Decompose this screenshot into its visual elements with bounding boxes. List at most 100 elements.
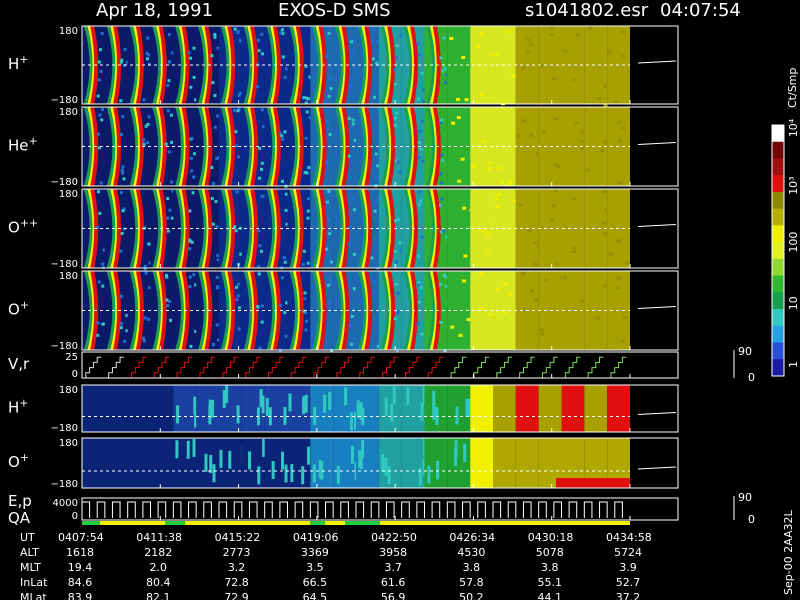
noise-pixel bbox=[122, 207, 126, 211]
noise-pixel bbox=[260, 32, 264, 36]
noise-pixel bbox=[394, 282, 398, 286]
table-cell: 72.9 bbox=[224, 591, 249, 600]
noise-pixel bbox=[328, 392, 332, 411]
arc-red bbox=[387, 106, 396, 187]
noise-pixel bbox=[325, 161, 329, 165]
noise-pixel bbox=[96, 94, 100, 98]
noise-pixel bbox=[602, 232, 607, 236]
noise-pixel bbox=[284, 208, 288, 212]
noise-pixel bbox=[121, 165, 125, 169]
noise-pixel bbox=[328, 277, 332, 281]
arc-red bbox=[409, 25, 418, 105]
noise-pixel bbox=[208, 406, 212, 425]
velocity-line bbox=[104, 356, 124, 379]
panel-7: 4000 0 E,pQA 90 0 bbox=[8, 491, 755, 527]
arc-green bbox=[403, 106, 413, 187]
noise-pixel bbox=[324, 119, 328, 123]
noise-pixel bbox=[166, 229, 170, 233]
velocity-line bbox=[150, 356, 170, 379]
noise-pixel bbox=[439, 203, 443, 207]
table-cell: 0426:34 bbox=[449, 531, 495, 544]
noise-pixel bbox=[144, 124, 148, 128]
cell-block bbox=[470, 189, 493, 268]
energy-step bbox=[340, 501, 349, 518]
noise-pixel bbox=[145, 57, 149, 61]
arc-green bbox=[426, 188, 436, 269]
noise-pixel bbox=[119, 60, 123, 64]
noise-pixel bbox=[303, 291, 307, 295]
noise-pixel bbox=[216, 46, 220, 50]
arc-yellow bbox=[247, 106, 256, 187]
table-cell: 3.7 bbox=[384, 561, 402, 574]
footer-code: Sep-00 2AA32L bbox=[782, 509, 795, 595]
noise-pixel bbox=[371, 57, 375, 61]
noise-pixel bbox=[219, 449, 223, 468]
noise-pixel bbox=[348, 212, 352, 216]
noise-pixel bbox=[347, 116, 351, 120]
noise-pixel bbox=[461, 55, 466, 59]
table-cell: 0419:06 bbox=[293, 531, 339, 544]
noise-pixel bbox=[373, 209, 377, 213]
velocity-line bbox=[196, 356, 216, 379]
noise-pixel bbox=[194, 329, 198, 333]
noise-pixel bbox=[260, 108, 264, 112]
velocity-line bbox=[470, 356, 490, 379]
noise-pixel bbox=[324, 54, 328, 58]
table-cell: 66.5 bbox=[303, 576, 328, 589]
noise-pixel bbox=[554, 117, 559, 121]
noise-pixel bbox=[394, 159, 398, 163]
y-tick-top: 180 bbox=[59, 189, 78, 200]
noise-pixel bbox=[353, 72, 357, 76]
noise-pixel bbox=[601, 221, 606, 225]
noise-pixel bbox=[353, 138, 357, 142]
noise-pixel bbox=[396, 160, 400, 164]
arc-red bbox=[272, 188, 281, 269]
noise-pixel bbox=[508, 180, 513, 184]
noise-pixel bbox=[236, 30, 240, 34]
noise-pixel bbox=[419, 199, 423, 203]
noise-pixel bbox=[387, 466, 391, 485]
table-row-name: MLT bbox=[20, 561, 41, 574]
velocity-line bbox=[515, 356, 535, 379]
colorbar-swatch bbox=[772, 158, 784, 176]
trend-line bbox=[637, 60, 677, 64]
noise-pixel bbox=[497, 193, 502, 197]
table-cell: 72.8 bbox=[224, 576, 249, 589]
arc-yellow bbox=[247, 270, 256, 351]
noise-pixel bbox=[262, 438, 266, 457]
noise-pixel bbox=[375, 200, 379, 204]
table-cell: 37.2 bbox=[616, 591, 641, 600]
arc-red bbox=[135, 25, 144, 105]
noise-pixel bbox=[420, 235, 424, 239]
noise-pixel bbox=[188, 56, 192, 60]
energy-step bbox=[446, 501, 456, 518]
velocity-line bbox=[82, 356, 102, 379]
colorbar-swatch bbox=[772, 359, 784, 377]
y-tick-top: 180 bbox=[59, 271, 78, 282]
noise-pixel bbox=[123, 47, 127, 51]
table-cell: 57.8 bbox=[459, 576, 484, 589]
noise-pixel bbox=[416, 97, 420, 101]
noise-pixel bbox=[336, 465, 340, 484]
arc-green bbox=[83, 25, 93, 105]
noise-pixel bbox=[442, 229, 446, 233]
trend-line bbox=[637, 306, 677, 309]
arc-red bbox=[158, 106, 167, 187]
noise-pixel bbox=[167, 79, 171, 83]
noise-pixel bbox=[143, 267, 147, 271]
noise-pixel bbox=[397, 310, 401, 314]
noise-pixel bbox=[216, 285, 220, 289]
noise-pixel bbox=[552, 77, 557, 81]
cell-block bbox=[538, 385, 562, 432]
noise-pixel bbox=[302, 309, 306, 313]
header-instrument: EXOS-D SMS bbox=[278, 0, 391, 21]
table-cell: 5724 bbox=[614, 546, 642, 559]
noise-pixel bbox=[603, 84, 608, 88]
noise-pixel bbox=[595, 316, 600, 320]
noise-pixel bbox=[320, 461, 324, 480]
noise-pixel bbox=[237, 282, 241, 286]
energy-step bbox=[188, 501, 197, 518]
noise-pixel bbox=[439, 172, 443, 176]
noise-pixel bbox=[327, 94, 331, 98]
noise-pixel bbox=[436, 460, 440, 479]
